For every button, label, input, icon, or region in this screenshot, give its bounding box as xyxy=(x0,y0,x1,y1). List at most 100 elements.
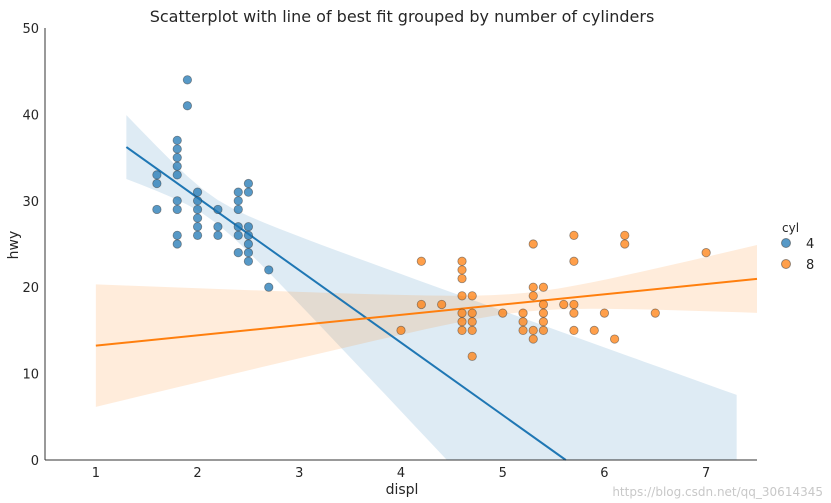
data-point-4 xyxy=(172,196,182,206)
data-point-4 xyxy=(172,204,182,215)
y-tick-label: 20 xyxy=(22,281,39,296)
data-point-4 xyxy=(192,187,203,197)
data-point-8 xyxy=(457,325,467,335)
data-point-8 xyxy=(498,308,508,318)
data-point-8 xyxy=(569,299,579,310)
data-point-4 xyxy=(192,196,203,206)
data-point-8 xyxy=(569,230,579,240)
data-point-8 xyxy=(457,308,467,318)
data-point-8 xyxy=(457,317,467,327)
data-point-8 xyxy=(518,325,528,335)
data-point-8 xyxy=(569,308,579,318)
legend-label: 8 xyxy=(806,258,814,273)
data-point-8 xyxy=(457,291,467,301)
legend-marker-4 xyxy=(781,238,791,248)
data-point-8 xyxy=(620,239,630,249)
data-point-4 xyxy=(192,213,203,223)
data-point-8 xyxy=(609,334,620,344)
data-point-8 xyxy=(528,334,538,344)
data-point-4 xyxy=(152,204,162,215)
data-point-8 xyxy=(467,325,477,335)
data-point-4 xyxy=(213,222,223,232)
x-tick-label: 6 xyxy=(600,466,608,481)
data-point-4 xyxy=(233,204,243,215)
data-point-4 xyxy=(233,248,243,258)
data-point-8 xyxy=(416,299,426,310)
data-point-8 xyxy=(528,325,538,335)
x-tick-label: 4 xyxy=(397,466,405,481)
y-tick-label: 40 xyxy=(22,108,39,123)
data-point-8 xyxy=(518,317,528,327)
chart-title: Scatterplot with line of best fit groupe… xyxy=(150,7,655,26)
data-point-8 xyxy=(518,308,528,318)
x-tick-label: 1 xyxy=(92,466,100,481)
data-point-8 xyxy=(538,299,549,310)
x-tick-label: 5 xyxy=(499,466,507,481)
data-point-4 xyxy=(152,178,162,189)
data-point-4 xyxy=(233,230,243,240)
data-point-4 xyxy=(172,239,182,249)
y-tick-label: 30 xyxy=(22,195,39,210)
data-point-8 xyxy=(559,299,569,310)
data-point-8 xyxy=(467,351,477,361)
data-point-4 xyxy=(152,170,162,180)
data-point-4 xyxy=(172,161,182,171)
data-point-4 xyxy=(182,75,192,85)
data-point-4 xyxy=(213,204,223,215)
data-point-4 xyxy=(233,187,243,197)
data-point-4 xyxy=(172,153,182,163)
data-point-4 xyxy=(192,204,203,215)
data-point-8 xyxy=(396,325,406,335)
confidence-band-4 xyxy=(126,115,737,460)
data-point-8 xyxy=(701,248,711,258)
y-axis-label: hwy xyxy=(6,231,22,260)
y-tick-label: 0 xyxy=(31,454,39,469)
data-point-4 xyxy=(172,144,182,154)
x-tick-label: 7 xyxy=(702,466,710,481)
data-point-4 xyxy=(243,178,254,189)
data-point-8 xyxy=(467,317,477,327)
data-point-8 xyxy=(569,325,579,335)
data-point-8 xyxy=(528,282,538,292)
data-point-8 xyxy=(599,308,610,318)
x-tick-label: 2 xyxy=(193,466,201,481)
data-point-4 xyxy=(172,135,182,145)
data-point-4 xyxy=(182,101,192,111)
data-point-8 xyxy=(538,317,549,327)
data-point-4 xyxy=(192,230,203,240)
data-point-8 xyxy=(528,291,538,301)
y-tick-label: 50 xyxy=(22,22,39,37)
regression-line-8 xyxy=(95,277,758,347)
data-point-4 xyxy=(172,230,182,240)
data-point-4 xyxy=(243,222,254,232)
data-point-8 xyxy=(467,291,477,301)
x-axis-label: displ xyxy=(386,482,419,498)
data-point-4 xyxy=(264,265,274,275)
data-point-8 xyxy=(569,256,579,266)
y-tick-label: 10 xyxy=(22,368,39,383)
data-point-8 xyxy=(589,325,599,335)
data-point-4 xyxy=(243,230,254,240)
legend-marker-8 xyxy=(781,259,791,269)
data-point-4 xyxy=(243,239,254,249)
confidence-band-8 xyxy=(95,244,758,407)
data-point-8 xyxy=(457,273,467,284)
x-tick-label: 3 xyxy=(295,466,303,481)
data-point-4 xyxy=(264,282,274,292)
data-point-8 xyxy=(650,308,660,318)
data-point-8 xyxy=(528,239,538,249)
data-point-4 xyxy=(192,222,203,232)
data-point-4 xyxy=(172,170,182,180)
watermark: https://blog.csdn.net/qq_30614345 xyxy=(612,485,823,499)
data-point-8 xyxy=(538,325,549,335)
data-point-4 xyxy=(233,222,243,232)
data-point-4 xyxy=(243,248,254,258)
data-point-8 xyxy=(538,282,549,292)
legend-label: 4 xyxy=(806,237,814,252)
legend-title: cyl xyxy=(782,221,799,235)
data-point-8 xyxy=(457,256,467,266)
data-point-8 xyxy=(457,265,467,275)
data-point-8 xyxy=(538,308,549,318)
